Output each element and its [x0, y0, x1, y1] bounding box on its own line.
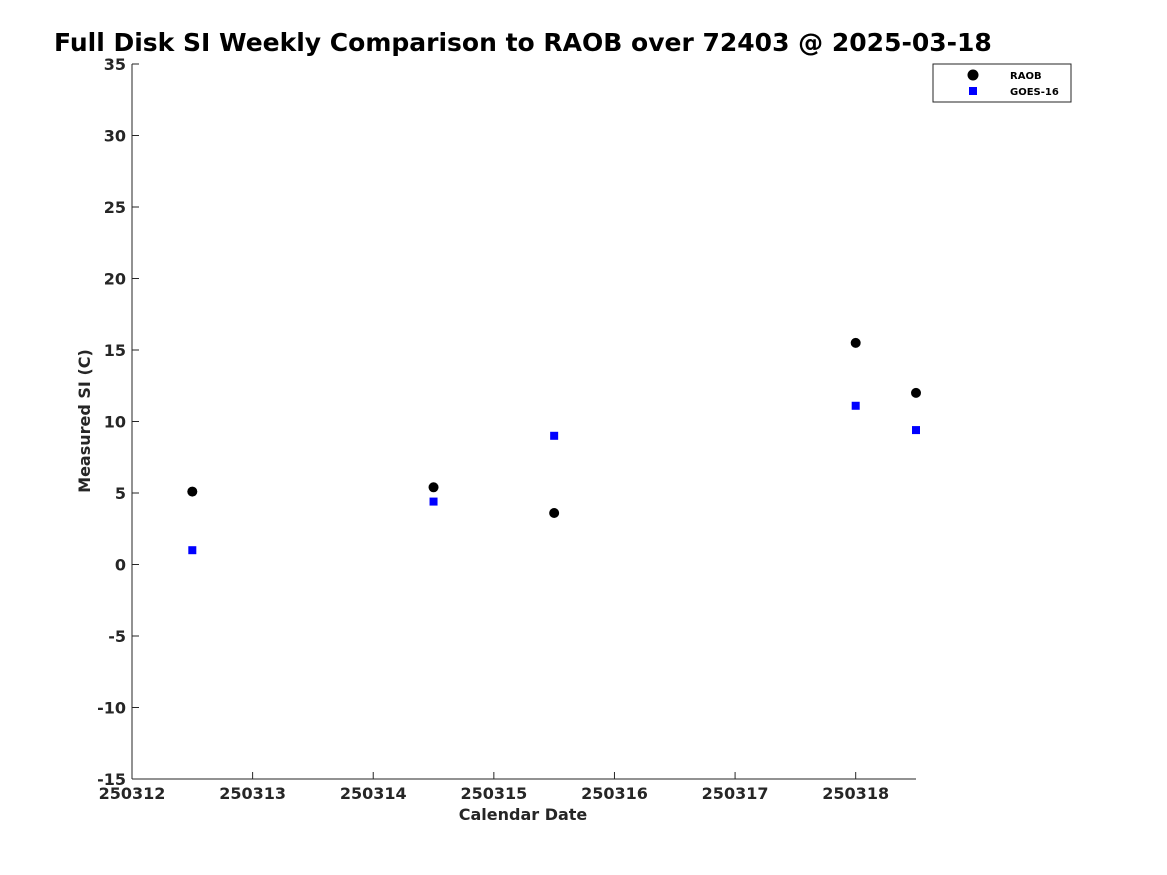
- goes-16-point: [912, 426, 920, 435]
- y-tick-label: 15: [104, 341, 126, 360]
- raob-point: [549, 508, 560, 519]
- x-tick-label: 250315: [460, 784, 527, 803]
- legend-label-raob: RAOB: [1010, 71, 1042, 82]
- legend-marker-raob: [967, 69, 979, 81]
- y-tick-label: -10: [97, 699, 126, 718]
- y-tick-label: 5: [115, 484, 126, 503]
- raob-point: [428, 482, 439, 493]
- x-tick-label: 250314: [340, 784, 407, 803]
- y-tick-label: 25: [104, 198, 126, 217]
- chart-title: Full Disk SI Weekly Comparison to RAOB o…: [54, 28, 992, 57]
- raob-point: [911, 387, 921, 398]
- y-tick-label: 35: [104, 55, 126, 74]
- x-tick-label: 250312: [99, 784, 166, 803]
- x-tick-label: 250318: [822, 784, 889, 803]
- y-tick-label: 10: [104, 413, 126, 432]
- legend-label-goes-16: GOES-16: [1010, 87, 1059, 98]
- goes-16-point: [188, 546, 197, 555]
- y-tick-label: 0: [115, 556, 126, 575]
- y-tick-label: -5: [108, 627, 126, 646]
- axes: -15 -10 -5 0 5 10 15 20 25 30 35 250312 250313 250314…: [97, 55, 916, 803]
- y-tick-label: -15: [97, 770, 126, 789]
- y-tick-label: 20: [104, 270, 126, 289]
- y-axis-title: Measured SI (C): [75, 349, 94, 493]
- raob-point: [187, 486, 198, 497]
- goes-16-point: [550, 431, 559, 440]
- goes-16-point: [429, 497, 438, 506]
- x-tick-label: 250313: [219, 784, 286, 803]
- x-tick-label: 250317: [702, 784, 769, 803]
- legend: RAOB GOES-16: [932, 63, 1072, 103]
- x-tick-label: 250316: [581, 784, 648, 803]
- legend-box: [932, 63, 1072, 103]
- raob-point: [850, 337, 861, 348]
- x-axis-title: Calendar Date: [459, 805, 588, 824]
- goes-16-point: [851, 401, 860, 410]
- data-points: [187, 337, 921, 555]
- y-tick-label: 30: [104, 127, 126, 146]
- legend-marker-goes-16: [969, 87, 977, 95]
